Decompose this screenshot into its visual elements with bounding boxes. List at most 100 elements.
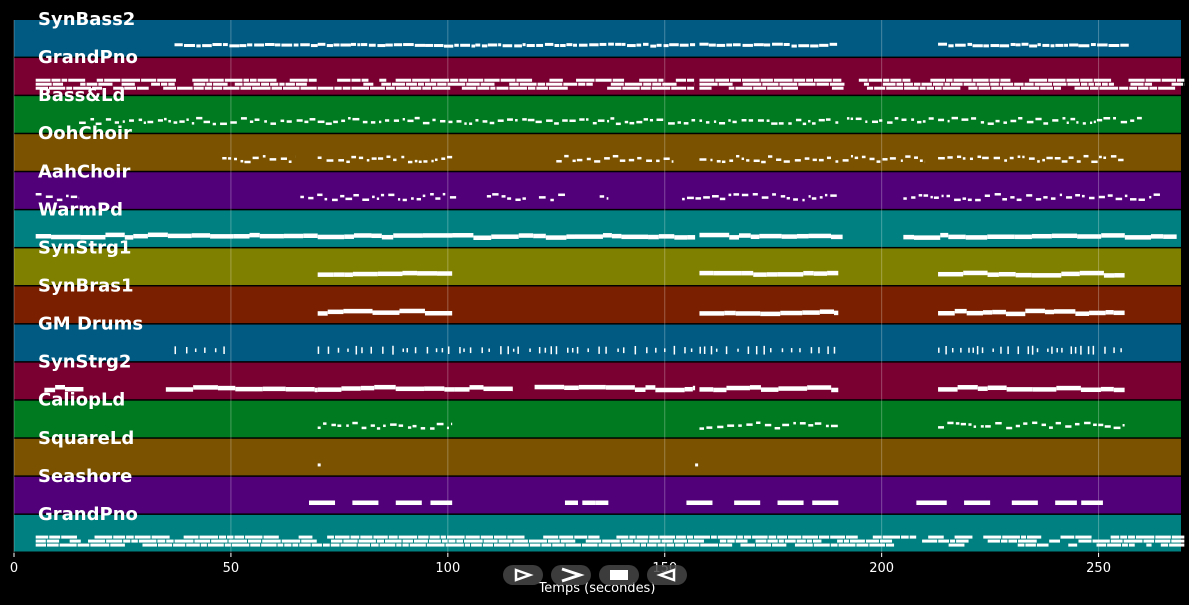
note-mark (1113, 426, 1121, 430)
track-bands (14, 20, 1181, 552)
note-mark (138, 539, 157, 543)
note-mark (1032, 421, 1038, 425)
note-mark (903, 197, 907, 200)
note-mark (727, 424, 735, 427)
note-mark (1108, 82, 1114, 86)
note-mark (497, 119, 504, 122)
play-icon (514, 568, 534, 582)
note-mark (1051, 346, 1053, 354)
note-mark (854, 156, 859, 160)
note-mark (207, 543, 224, 547)
note-mark (748, 119, 754, 122)
note-mark (649, 118, 654, 122)
note-mark (527, 118, 535, 122)
note-mark (886, 86, 904, 90)
track-label: OohChoir (38, 123, 132, 144)
note-mark (168, 82, 175, 86)
note-mark (622, 86, 640, 90)
note-mark (292, 543, 299, 547)
note-mark (261, 82, 270, 86)
note-mark (1097, 43, 1108, 47)
note-mark (818, 347, 820, 354)
note-mark (621, 234, 649, 240)
track-band (14, 286, 1181, 324)
note-mark (948, 234, 966, 240)
stop-button[interactable] (599, 565, 639, 585)
note-mark (659, 535, 676, 539)
note-mark (300, 43, 310, 47)
note-mark (699, 119, 703, 122)
track-label: CaliopLd (38, 390, 125, 411)
note-mark (379, 543, 396, 547)
note-mark (219, 535, 227, 539)
note-mark (326, 44, 333, 48)
note-mark (509, 82, 519, 86)
note-mark (814, 422, 822, 425)
note-mark (904, 86, 919, 90)
note-mark (1122, 424, 1125, 427)
note-mark (519, 82, 537, 86)
note-mark (377, 44, 386, 48)
note-mark (129, 119, 134, 122)
note-mark (810, 44, 819, 48)
note-mark (515, 198, 521, 202)
note-mark (351, 155, 357, 159)
note-mark (808, 119, 811, 123)
note-mark (94, 535, 113, 539)
note-mark (812, 122, 816, 125)
note-mark (961, 118, 969, 121)
note-mark (157, 543, 173, 547)
note-mark (300, 195, 304, 199)
note-mark (537, 82, 546, 86)
note-mark (183, 535, 199, 539)
note-mark (1043, 122, 1049, 125)
note-mark (1015, 272, 1032, 278)
note-mark (174, 346, 177, 355)
note-mark (213, 82, 228, 86)
x-tick-label: 0 (10, 561, 18, 576)
note-mark (615, 42, 622, 46)
note-mark (636, 535, 649, 539)
note-mark (728, 86, 735, 90)
note-mark (529, 348, 531, 352)
note-mark (317, 463, 321, 467)
note-mark (729, 235, 739, 240)
rewind-button[interactable] (647, 565, 687, 585)
note-mark (733, 193, 740, 196)
note-mark (657, 543, 666, 547)
note-mark (1094, 82, 1101, 86)
note-mark (395, 86, 410, 90)
track-label: SynBass2 (38, 9, 135, 30)
note-mark (690, 348, 693, 352)
note-mark (1115, 197, 1123, 201)
note-mark (776, 158, 782, 161)
note-mark (621, 543, 640, 547)
note-mark (712, 195, 719, 198)
note-mark (447, 82, 466, 86)
note-mark (244, 160, 251, 164)
note-mark (1074, 422, 1080, 426)
note-mark (370, 424, 375, 427)
note-mark (933, 196, 939, 199)
note-mark (903, 234, 915, 240)
note-mark (607, 86, 622, 90)
play-button[interactable] (503, 565, 543, 585)
note-mark (398, 424, 404, 427)
x-tick-label: 250 (1086, 561, 1111, 576)
note-mark (951, 348, 954, 353)
note-mark (804, 157, 810, 160)
note-mark (818, 118, 825, 122)
note-mark (668, 122, 675, 125)
note-mark (1110, 155, 1117, 158)
note-mark (445, 543, 464, 547)
note-mark (264, 42, 275, 46)
note-mark (515, 118, 518, 122)
note-mark (994, 193, 1001, 196)
note-mark (589, 43, 599, 47)
note-mark (446, 426, 449, 430)
note-mark (212, 43, 222, 47)
note-mark (186, 118, 189, 121)
note-mark (546, 119, 553, 122)
note-mark (88, 539, 106, 543)
fast-forward-button[interactable] (551, 565, 591, 585)
